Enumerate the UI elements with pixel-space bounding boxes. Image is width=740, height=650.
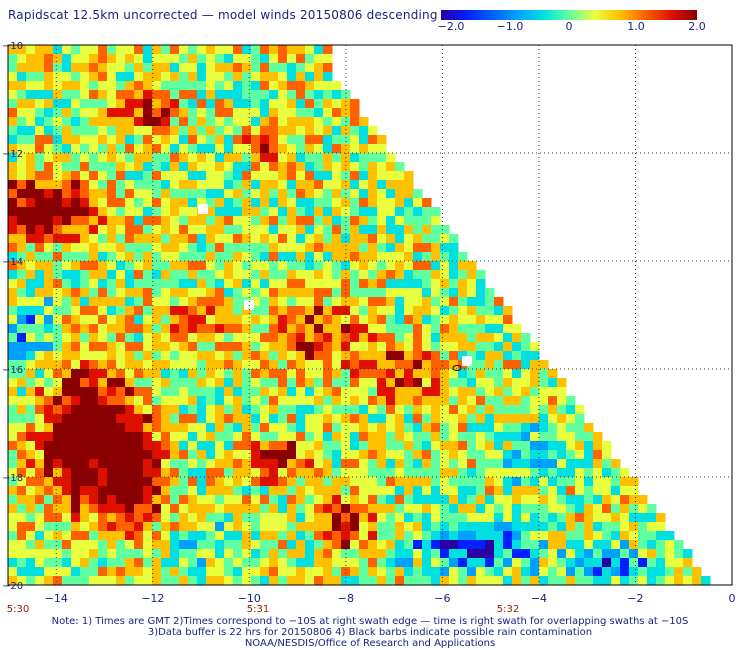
note-line-3: NOAA/NESDIS/Office of Research and Appli… xyxy=(244,638,496,649)
x-tick-label: −12 xyxy=(141,592,164,605)
x-tick-label: −8 xyxy=(338,592,354,605)
y-tick-label: −16 xyxy=(2,365,23,376)
y-tick-label: −10 xyxy=(2,41,23,52)
x-tick-label: −4 xyxy=(531,592,547,605)
time-label: 5:30 xyxy=(7,604,29,615)
y-tick-label: −20 xyxy=(2,581,23,592)
colorbar-tick-label: 2.0 xyxy=(688,20,706,33)
note-line-2: 3)Data buffer is 22 hrs for 20150806 4) … xyxy=(147,627,593,638)
rain-flag-marker xyxy=(452,365,462,371)
y-tick-label: −14 xyxy=(2,257,23,268)
x-tick-label: −10 xyxy=(238,592,261,605)
x-tick-label: −2 xyxy=(627,592,643,605)
map-title: Rapidscat 12.5km uncorrected — model win… xyxy=(8,8,438,22)
time-label: 5:32 xyxy=(497,604,519,615)
x-tick-label: −14 xyxy=(45,592,68,605)
time-label: 5:31 xyxy=(247,604,269,615)
map-frame xyxy=(7,44,733,586)
note-line-1: Note: 1) Times are GMT 2)Times correspon… xyxy=(51,616,689,627)
wind-cells xyxy=(8,45,711,586)
x-tick-label: −6 xyxy=(434,592,450,605)
colorbar-tick-label: 1.0 xyxy=(627,20,645,33)
colorbar-tick-label: 0 xyxy=(565,20,573,33)
colorbar-tick-label: −1.0 xyxy=(496,20,524,33)
x-tick-label: 0 xyxy=(729,592,736,605)
y-tick-label: −18 xyxy=(2,473,23,484)
colorbar xyxy=(441,10,697,20)
y-tick-label: −12 xyxy=(2,149,23,160)
colorbar-tick-label: −2.0 xyxy=(437,20,465,33)
